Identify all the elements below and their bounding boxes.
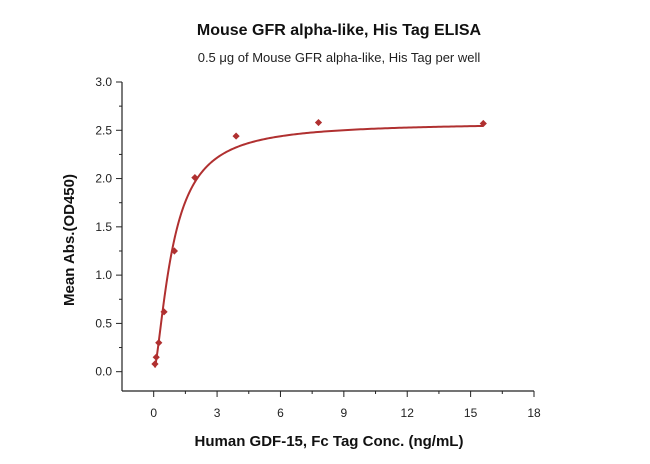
- x-tick-label: 3: [214, 406, 221, 420]
- data-points: [151, 118, 487, 368]
- y-tick-label: 1.5: [95, 220, 112, 234]
- y-tick-label: 2.0: [95, 172, 112, 186]
- fit-curve: [153, 124, 484, 368]
- data-point: [152, 353, 160, 361]
- chart-title: Mouse GFR alpha-like, His Tag ELISA: [197, 22, 482, 39]
- x-tick-label: 12: [401, 406, 415, 420]
- data-point: [155, 339, 163, 347]
- y-tick-label: 2.5: [95, 123, 112, 137]
- x-tick-label: 15: [464, 406, 478, 420]
- y-axis-title: Mean Abs.(OD450): [61, 174, 78, 306]
- y-tick-label: 1.0: [95, 268, 112, 282]
- x-axis-title: Human GDF-15, Fc Tag Conc. (ng/mL): [195, 433, 464, 450]
- data-point: [314, 118, 323, 127]
- x-tick-label: 6: [277, 406, 284, 420]
- data-point: [160, 308, 168, 316]
- axes: 0 3 6 9 12 15 18 0.0 0.5 1.0 1.5 2.0 2.5 3.0: [95, 75, 541, 420]
- data-point: [191, 173, 199, 182]
- data-point: [170, 247, 178, 255]
- x-tick-label: 18: [527, 406, 541, 420]
- y-tick-label: 3.0: [95, 75, 112, 89]
- y-tick-label: 0.5: [95, 316, 112, 330]
- y-tick-label: 0.0: [95, 365, 112, 379]
- x-tick-label: 0: [150, 406, 157, 420]
- chart-subtitle: 0.5 μg of Mouse GFR alpha-like, His Tag …: [198, 50, 481, 65]
- data-point: [151, 360, 159, 368]
- data-point: [479, 119, 487, 128]
- x-tick-label: 9: [341, 406, 348, 420]
- data-point: [232, 132, 240, 140]
